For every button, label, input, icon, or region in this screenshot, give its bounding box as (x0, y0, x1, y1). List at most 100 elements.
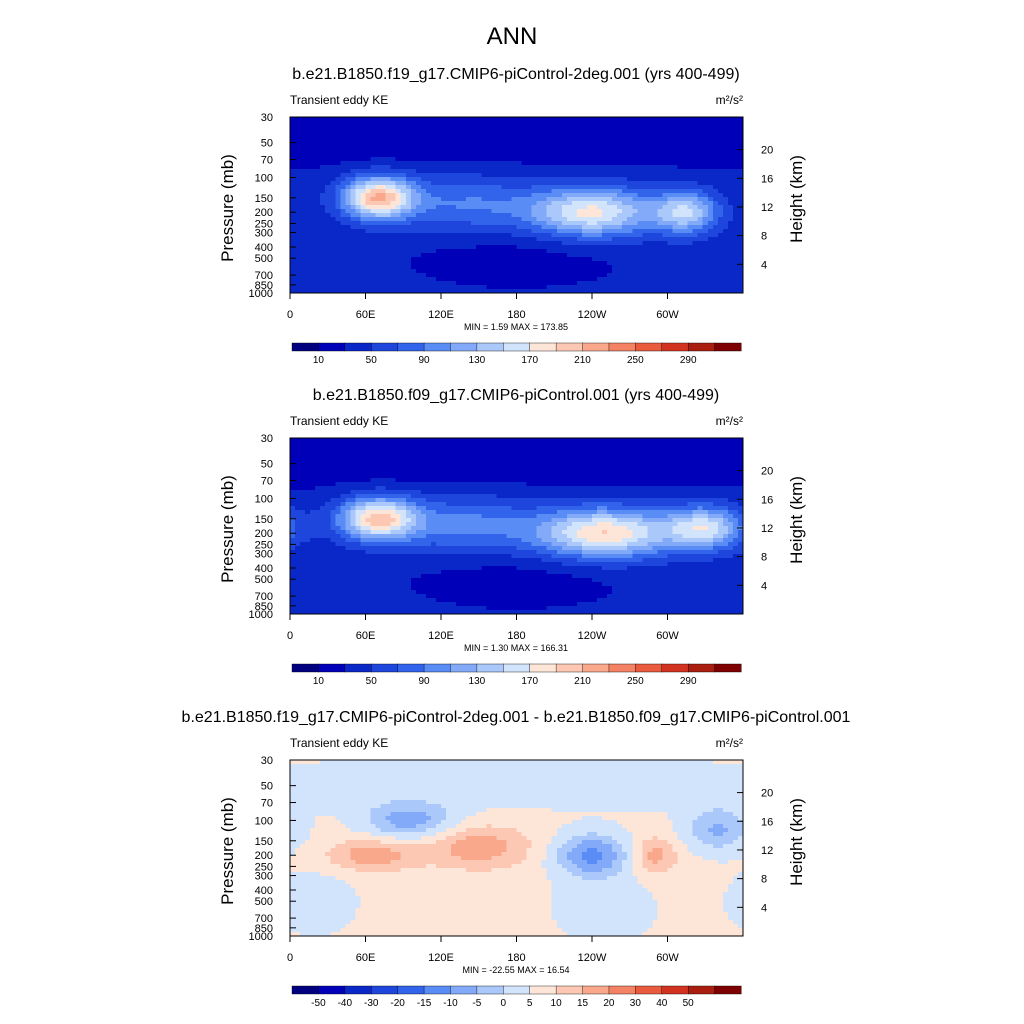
contour-cell (652, 117, 659, 122)
contour-cell (536, 466, 543, 471)
contour-cell (456, 117, 462, 122)
contour-cell (642, 133, 648, 138)
contour-cell (300, 181, 306, 186)
contour-cell (571, 213, 578, 218)
contour-cell (320, 125, 326, 130)
contour-cell (476, 169, 482, 174)
contour-cell (687, 117, 694, 122)
contour-cell (501, 438, 508, 443)
contour-cell (677, 177, 684, 182)
contour-cell (702, 165, 709, 170)
contour-cell (607, 221, 613, 226)
contour-cell (662, 149, 669, 154)
contour-cell (697, 177, 704, 182)
contour-cell (451, 462, 457, 467)
contour-cell (345, 149, 351, 154)
contour-cell (430, 137, 437, 142)
contour-cell (446, 177, 452, 182)
contour-cell (461, 249, 467, 254)
contour-cell (571, 185, 578, 190)
contour-cell (732, 454, 739, 459)
contour-cell (471, 209, 477, 214)
contour-cell (722, 193, 729, 198)
contour-cell (581, 161, 588, 166)
contour-cell (687, 137, 694, 142)
contour-cell (531, 265, 538, 270)
contour-cell (561, 438, 568, 443)
contour-cell (682, 285, 689, 290)
contour-cell (325, 233, 331, 238)
contour-cell (627, 233, 633, 238)
contour-cell (677, 442, 684, 447)
contour-cell (571, 285, 578, 290)
contour-cell (672, 165, 679, 170)
contour-cell (496, 446, 502, 451)
contour-cell (592, 261, 598, 266)
contour-cell (717, 285, 724, 290)
contour-cell (395, 177, 402, 182)
contour-cell (657, 265, 664, 270)
contour-cell (481, 245, 487, 250)
contour-cell (410, 177, 417, 182)
contour-cell (430, 209, 437, 214)
contour-cell (702, 149, 709, 154)
contour-cell (305, 458, 311, 463)
contour-cell (516, 189, 523, 194)
contour-cell (727, 237, 734, 242)
contour-cell (531, 269, 538, 274)
contour-cell (325, 165, 331, 170)
contour-cell (647, 121, 653, 126)
contour-cell (430, 185, 437, 190)
contour-cell (335, 229, 341, 234)
contour-cell (667, 249, 674, 254)
contour-cell (410, 165, 417, 170)
contour-cell (652, 462, 659, 467)
contour-cell (571, 233, 578, 238)
contour-cell (420, 462, 427, 467)
contour-cell (692, 438, 699, 443)
contour-cell (717, 145, 724, 150)
contour-cell (561, 466, 568, 471)
contour-cell (612, 121, 618, 126)
contour-cell (682, 145, 689, 150)
contour-cell (360, 454, 367, 459)
contour-cell (521, 153, 528, 158)
contour-cell (677, 133, 684, 138)
contour-cell (360, 153, 367, 158)
contour-cell (637, 285, 643, 290)
contour-cell (405, 217, 412, 222)
contour-cell (415, 217, 422, 222)
contour-cell (300, 233, 306, 238)
contour-cell (375, 225, 382, 230)
contour-cell (451, 458, 457, 463)
contour-cell (602, 157, 608, 162)
contour-cell (602, 221, 608, 226)
contour-cell (360, 277, 367, 282)
contour-cell (592, 169, 598, 174)
contour-cell (360, 281, 367, 286)
contour-cell (365, 474, 372, 479)
contour-cell (415, 129, 422, 134)
contour-cell (405, 153, 412, 158)
contour-cell (592, 209, 598, 214)
contour-cell (707, 129, 714, 134)
contour-cell (360, 450, 367, 455)
contour-cell (325, 213, 331, 218)
contour-cell (365, 229, 372, 234)
contour-cell (365, 462, 372, 467)
contour-cell (652, 193, 659, 198)
contour-cell (456, 173, 462, 178)
contour-cell (692, 141, 699, 146)
contour-cell (395, 173, 402, 178)
contour-cell (410, 137, 417, 142)
contour-cell (642, 269, 648, 274)
contour-cell (466, 253, 472, 258)
contour-cell (516, 257, 523, 262)
contour-cell (682, 458, 689, 463)
contour-cell (375, 446, 382, 451)
contour-cell (430, 233, 437, 238)
contour-cell (581, 466, 588, 471)
contour-cell (576, 285, 583, 290)
contour-cell (385, 217, 392, 222)
contour-cell (466, 225, 472, 230)
